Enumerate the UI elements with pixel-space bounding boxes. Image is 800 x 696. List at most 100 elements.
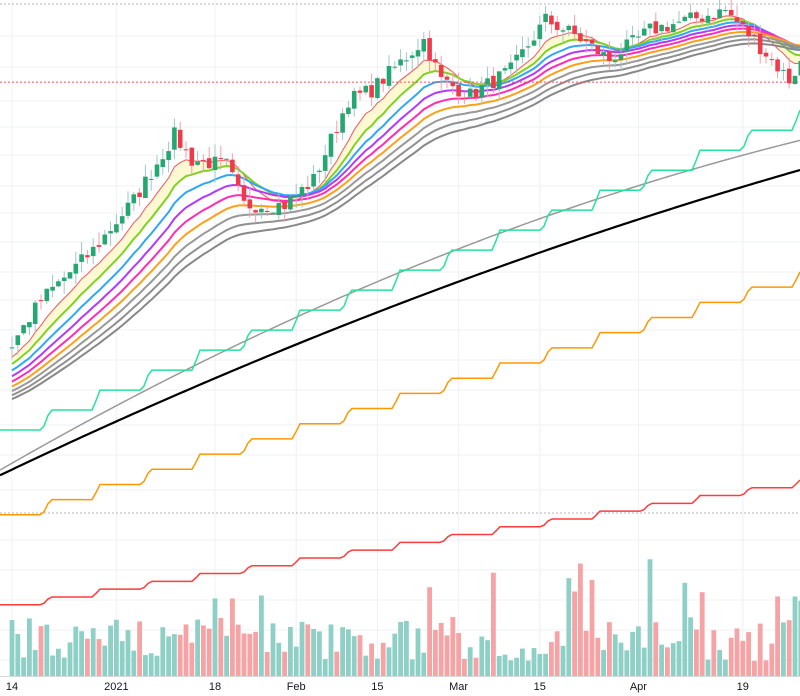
volume-bar xyxy=(514,658,519,676)
volume-bar xyxy=(160,627,165,676)
candle-body xyxy=(480,85,485,98)
candle-body xyxy=(590,39,595,43)
candle-body xyxy=(538,25,543,39)
volume-bar xyxy=(497,656,502,676)
candle-body xyxy=(630,35,635,37)
candle-body xyxy=(91,247,96,256)
candle-body xyxy=(311,174,316,187)
candle-body xyxy=(567,26,572,30)
black-ma xyxy=(0,170,800,475)
candle-body xyxy=(439,65,444,77)
volume-bar xyxy=(561,646,566,676)
candle-body xyxy=(491,76,496,88)
volume-bar xyxy=(421,653,426,676)
candle-body xyxy=(584,39,589,41)
volume-bar xyxy=(44,625,49,676)
candle-body xyxy=(398,59,403,65)
volume-bar xyxy=(172,634,177,676)
candle-body xyxy=(242,185,247,201)
candle-body xyxy=(700,19,705,22)
volume-bar xyxy=(21,657,26,676)
candle-body xyxy=(729,10,734,15)
candle-body xyxy=(770,59,775,60)
volume-bar xyxy=(543,654,548,676)
candle-body xyxy=(114,224,119,232)
candle-body xyxy=(248,199,253,208)
candle-body xyxy=(56,281,61,286)
candle-body xyxy=(717,9,722,18)
volume-bar xyxy=(468,647,473,676)
volume-bar xyxy=(410,659,415,676)
candle-body xyxy=(619,54,624,60)
candle-body xyxy=(706,16,711,23)
volume-bar xyxy=(288,627,293,676)
candle-body xyxy=(201,160,206,161)
candle-body xyxy=(358,91,363,93)
volume-bar xyxy=(102,646,107,676)
volume-bar xyxy=(433,630,438,676)
x-tick-label: 15 xyxy=(534,681,546,693)
price-chart[interactable] xyxy=(0,0,800,676)
volume-bar xyxy=(218,618,223,676)
volume-bar xyxy=(184,624,189,676)
candle-body xyxy=(190,148,195,166)
x-tick-label: 14 xyxy=(6,681,18,693)
candle-body xyxy=(509,63,514,70)
candle-body xyxy=(27,322,32,327)
candle-body xyxy=(596,46,601,54)
volume-bar xyxy=(381,643,386,676)
volume-bar xyxy=(346,629,351,676)
candle-body xyxy=(514,55,519,61)
volume-bar xyxy=(735,628,740,676)
volume-bar xyxy=(584,631,589,676)
volume-bar xyxy=(155,656,160,676)
volume-bar xyxy=(445,635,450,676)
candle-body xyxy=(97,245,102,247)
x-tick-label: 18 xyxy=(209,681,221,693)
volume-bar xyxy=(108,626,113,676)
candle-body xyxy=(68,272,73,278)
volume-bar xyxy=(520,649,525,676)
volume-bar xyxy=(456,633,461,676)
candle-body xyxy=(230,160,235,173)
volume-bar xyxy=(85,639,90,676)
x-tick-label: 2021 xyxy=(104,681,128,693)
candle-body xyxy=(323,155,328,171)
volume-bar xyxy=(114,620,119,676)
volume-bar xyxy=(740,641,745,676)
volume-bar xyxy=(595,638,600,676)
candle-body xyxy=(352,91,357,109)
candle-body xyxy=(259,209,264,212)
volume-bar xyxy=(717,650,722,676)
volume-bar xyxy=(677,641,682,676)
candle-body xyxy=(294,195,299,197)
candle-body xyxy=(793,76,798,84)
volume-bar xyxy=(479,637,484,676)
volume-bar xyxy=(398,622,403,676)
volume-bar xyxy=(601,650,606,676)
candle-body xyxy=(166,151,171,160)
volume-bar xyxy=(619,643,624,676)
candle-body xyxy=(16,335,21,345)
candle-body xyxy=(781,70,786,71)
volume-bar xyxy=(259,596,264,676)
candle-body xyxy=(271,213,276,214)
candle-body xyxy=(335,132,340,133)
volume-bar xyxy=(532,648,537,676)
x-tick-label: 19 xyxy=(737,681,749,693)
volume-bar xyxy=(201,625,206,676)
volume-bar xyxy=(282,652,287,676)
candle-body xyxy=(375,78,380,98)
candle-body xyxy=(659,25,664,31)
candle-body xyxy=(520,49,525,57)
volume-bar xyxy=(474,658,479,676)
volume-bar xyxy=(549,642,554,676)
candle-body xyxy=(688,13,693,18)
candle-body xyxy=(340,113,345,132)
candle-body xyxy=(561,30,566,31)
candle-body xyxy=(387,66,392,86)
candle-body xyxy=(62,278,67,281)
volume-bar xyxy=(416,628,421,676)
candle-body xyxy=(526,46,531,47)
